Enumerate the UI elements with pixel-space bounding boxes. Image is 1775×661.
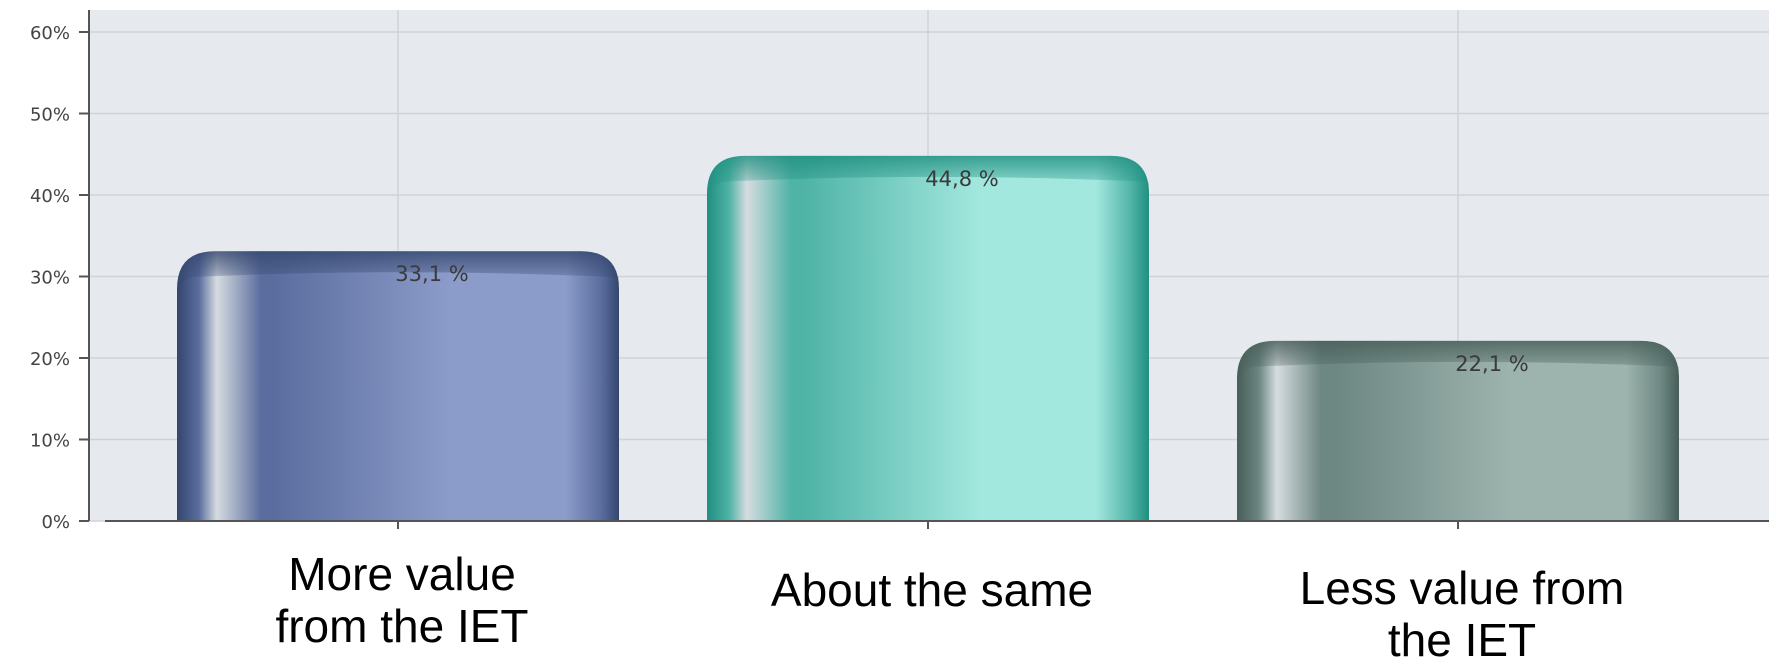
bar [707, 155, 1149, 521]
bar [1237, 340, 1679, 521]
bar-body [177, 251, 619, 522]
x-category-label: More value from the IET [275, 548, 528, 652]
y-tick-label: 50% [30, 105, 70, 126]
x-category-label: About the same [771, 564, 1093, 616]
y-tick-label: 60% [30, 23, 70, 44]
data-labels: 33,1 % 44,8 % 22,1 % [395, 167, 1528, 376]
bar-cap [177, 251, 619, 290]
data-label: 22,1 % [1455, 352, 1528, 376]
bar-cap [1237, 340, 1679, 379]
bar-body [707, 155, 1149, 521]
y-tick-label: 20% [30, 349, 70, 370]
y-tick-label: 40% [30, 186, 70, 207]
axes [79, 10, 1769, 529]
y-tick-label: 30% [30, 268, 70, 289]
data-label: 44,8 % [925, 167, 998, 191]
bar-body [1237, 340, 1679, 521]
y-tick-label: 0% [41, 512, 70, 533]
data-label: 33,1 % [395, 262, 468, 286]
x-category-label: Less value from the IET [1300, 562, 1625, 661]
bars [177, 155, 1679, 522]
y-tick-labels: 0% 10% 20% 30% 40% 50% 60% [30, 23, 70, 533]
category-labels: More value from the IET About the same Less… [275, 548, 1624, 661]
y-tick-label: 10% [30, 431, 70, 452]
bar-cap [707, 155, 1149, 194]
bar [177, 251, 619, 522]
